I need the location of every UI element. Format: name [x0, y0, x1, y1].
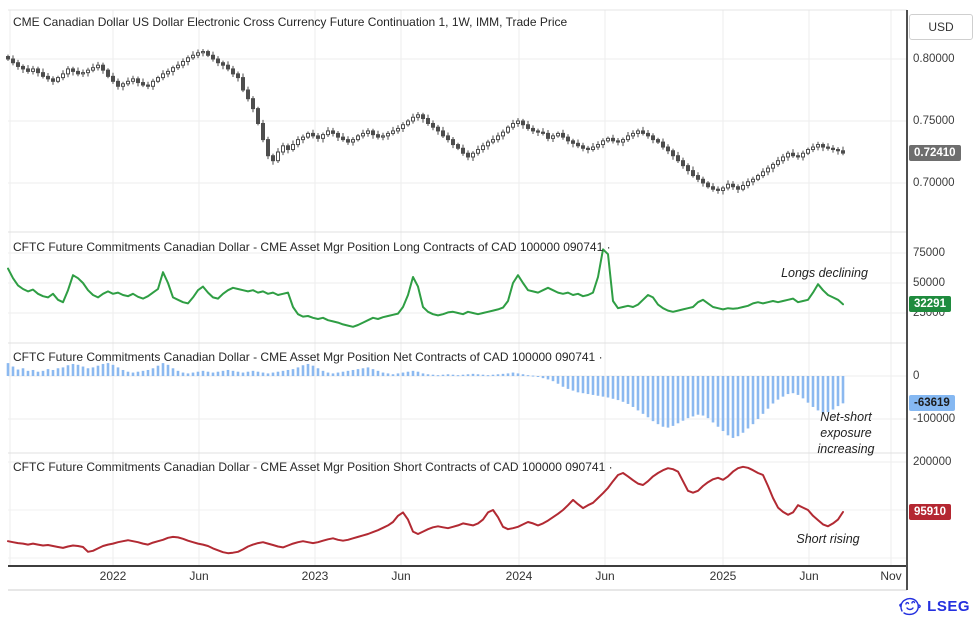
x-axis-label: Jun	[595, 569, 615, 583]
annotation-line: increasing	[817, 442, 875, 456]
y-axis-label: -100000	[913, 413, 956, 425]
x-axis-label: 2025	[709, 569, 737, 583]
panel-title-price[interactable]: CME Canadian Dollar US Dollar Electronic…	[13, 15, 568, 29]
longs-value-badge: 32291	[909, 296, 951, 313]
x-axis-label: Jun	[189, 569, 209, 583]
x-axis-label: 2024	[505, 569, 533, 583]
y-axis-label: 0.80000	[913, 53, 955, 65]
annotation-line: Net-short	[820, 410, 872, 424]
panel-title-shorts[interactable]: CFTC Future Commitments Canadian Dollar …	[13, 460, 613, 474]
y-axis-label: 200000	[913, 456, 952, 468]
x-axis-label: 2023	[301, 569, 329, 583]
annotation-short-rising[interactable]: Short rising	[796, 532, 860, 546]
panel-title-net[interactable]: CFTC Future Commitments Canadian Dollar …	[13, 350, 603, 364]
y-axis-label: 75000	[913, 247, 945, 259]
x-axis-label: Nov	[880, 569, 902, 583]
annotation-longs-declining[interactable]: Longs declining	[781, 266, 868, 280]
annotation-line: exposure	[820, 426, 872, 440]
y-axis-label: 0	[913, 370, 920, 382]
lseg-logo-text: LSEG	[927, 597, 970, 615]
x-axis-label: Jun	[799, 569, 819, 583]
last-price-badge: 0.72410	[909, 145, 961, 162]
net-value-badge: -63619	[909, 395, 955, 412]
y-axis-label: 50000	[913, 277, 945, 289]
panel-title-longs[interactable]: CFTC Future Commitments Canadian Dollar …	[13, 240, 611, 254]
shorts-value-badge: 95910	[909, 503, 951, 520]
annotation-net-short[interactable]: Net-short exposure increasing	[795, 409, 897, 457]
x-axis-label: 2022	[99, 569, 127, 583]
x-axis-label: Jun	[391, 569, 411, 583]
x-axis[interactable]: 2022 Jun 2023 Jun 2024 Jun 2025 Jun Nov	[8, 567, 907, 589]
lseg-logo: LSEG	[898, 595, 970, 617]
lseg-lion-icon	[899, 597, 921, 616]
y-axis-label: 0.70000	[913, 177, 955, 189]
y-axis-label: 0.75000	[913, 115, 955, 127]
currency-selector[interactable]: USD	[909, 14, 973, 40]
